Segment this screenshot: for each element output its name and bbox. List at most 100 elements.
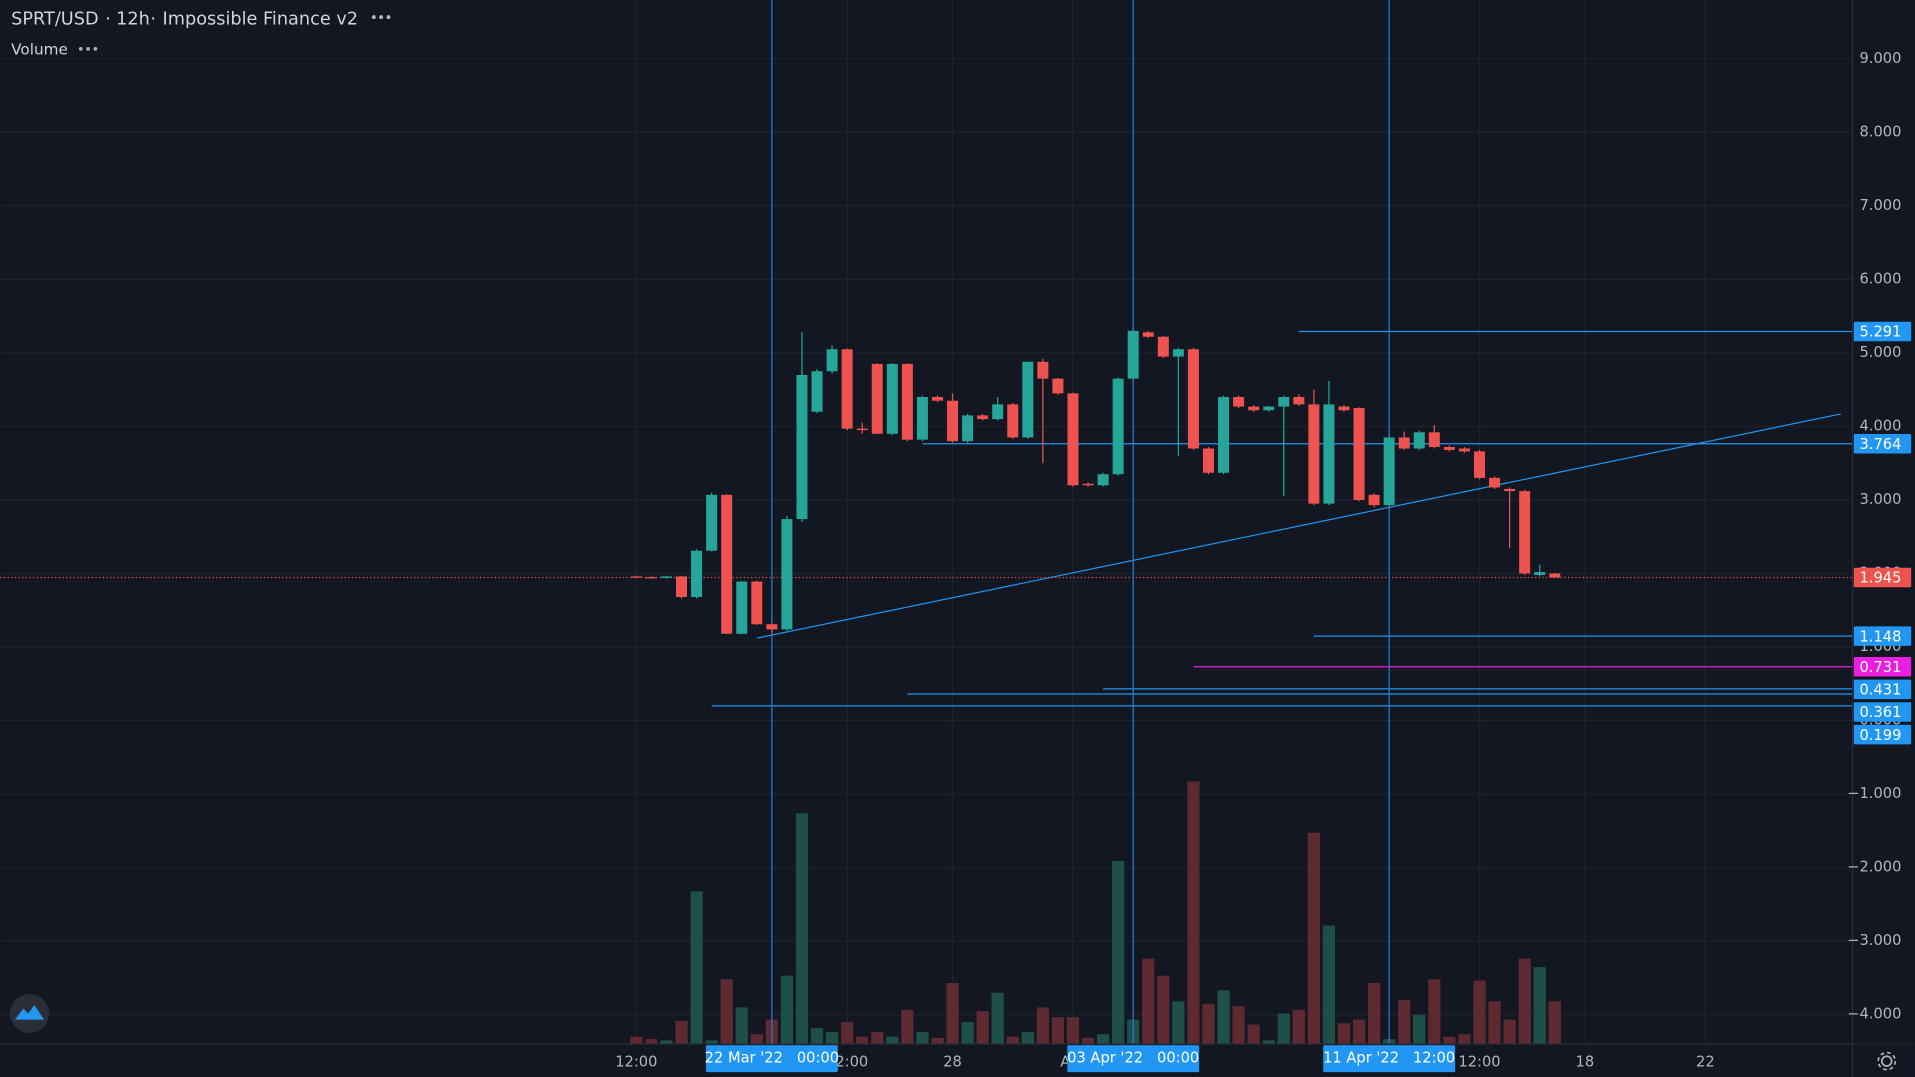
candle-body bbox=[1172, 349, 1184, 357]
x-tick-label: 28 bbox=[943, 1053, 962, 1070]
volume-bar bbox=[1352, 1019, 1366, 1045]
volume-bar bbox=[1232, 1006, 1245, 1045]
logo[interactable] bbox=[9, 993, 50, 1034]
separator: · bbox=[150, 10, 156, 30]
volume-bar bbox=[690, 891, 703, 1045]
candle-body bbox=[1022, 361, 1034, 438]
y-tick-label: −2.000 bbox=[1847, 859, 1901, 876]
price-tag-label: 0.431 bbox=[1859, 682, 1901, 699]
candle-body bbox=[1202, 448, 1214, 473]
last-price-label: 1.945 bbox=[1859, 570, 1901, 587]
candle-body bbox=[1443, 447, 1455, 450]
candle-body bbox=[676, 576, 688, 598]
candle-body bbox=[901, 363, 913, 440]
time-tag bbox=[705, 1045, 838, 1073]
candles bbox=[630, 329, 1561, 635]
volume-bar bbox=[871, 1031, 884, 1045]
price-tag-label: 5.291 bbox=[1859, 324, 1901, 341]
x-tick-label: 22 bbox=[1696, 1053, 1715, 1070]
volume-bar bbox=[720, 979, 733, 1045]
volume-bar bbox=[1202, 1003, 1215, 1045]
price-tag-label: 3.764 bbox=[1859, 436, 1901, 453]
y-tick-label: 5.000 bbox=[1859, 344, 1901, 361]
settings-button[interactable] bbox=[1877, 1051, 1897, 1071]
more-button[interactable] bbox=[78, 47, 98, 51]
candle-body bbox=[947, 400, 959, 442]
volume-bar bbox=[1066, 1017, 1080, 1045]
candle-body bbox=[1534, 572, 1546, 575]
volume-bar bbox=[841, 1022, 854, 1045]
exchange: Impossible Finance v2 bbox=[163, 10, 359, 30]
candle-body bbox=[962, 415, 974, 442]
candle-body bbox=[1398, 437, 1410, 449]
volume-bar bbox=[645, 1039, 658, 1045]
volume-bar bbox=[630, 1036, 643, 1045]
symbol: SPRT/USD bbox=[11, 10, 98, 30]
candle-body bbox=[871, 363, 883, 434]
volume-bar bbox=[991, 992, 1004, 1045]
volume-bar bbox=[1322, 925, 1336, 1045]
volume-bar bbox=[1157, 975, 1170, 1045]
volume-bar bbox=[1051, 1017, 1065, 1045]
candle-body bbox=[736, 581, 748, 634]
volume-bar bbox=[1217, 990, 1230, 1045]
volume-bar bbox=[795, 813, 809, 1045]
candle-body bbox=[1007, 404, 1019, 438]
volume-bar bbox=[931, 1037, 944, 1045]
candle-body bbox=[1218, 397, 1230, 473]
volume-bar bbox=[1172, 1001, 1185, 1045]
y-tick-label: 7.000 bbox=[1859, 197, 1901, 214]
volume-bar bbox=[856, 1036, 869, 1045]
volume-bar bbox=[825, 1031, 839, 1045]
price-tag-label: 0.199 bbox=[1859, 727, 1901, 744]
price-tag bbox=[1853, 321, 1912, 342]
candle-body bbox=[1473, 451, 1485, 478]
candle-body bbox=[1519, 491, 1531, 574]
price-tag bbox=[1853, 626, 1912, 646]
volume-bar bbox=[961, 1022, 974, 1045]
candle-body bbox=[1458, 448, 1470, 452]
candle-body bbox=[1052, 378, 1064, 394]
candle-body bbox=[721, 494, 733, 634]
time-tag bbox=[1067, 1045, 1200, 1073]
volume-bar bbox=[810, 1028, 824, 1045]
volume-bar bbox=[1473, 980, 1486, 1045]
y-tick-label: 8.000 bbox=[1859, 123, 1901, 140]
candle-body bbox=[1308, 404, 1320, 504]
volume-bar bbox=[1277, 1013, 1290, 1045]
volume-bar bbox=[1398, 1000, 1411, 1045]
trend-line bbox=[756, 413, 1841, 639]
volume-bar bbox=[1292, 1009, 1305, 1045]
volume-bar bbox=[1187, 781, 1200, 1045]
candle-body bbox=[1368, 494, 1380, 506]
y-tick-label: −3.000 bbox=[1847, 932, 1901, 949]
price-tag bbox=[1853, 434, 1912, 454]
volume-bar bbox=[1458, 1034, 1471, 1045]
volume-bar bbox=[1262, 1040, 1275, 1045]
candle-body bbox=[1067, 393, 1079, 486]
candle-body bbox=[931, 397, 943, 401]
candle-body bbox=[1278, 397, 1290, 407]
candle-body bbox=[1504, 488, 1516, 492]
volume-bar bbox=[886, 1036, 899, 1045]
volume-pane bbox=[630, 781, 1561, 1045]
candle-body bbox=[916, 397, 928, 440]
candle-body bbox=[1323, 404, 1335, 504]
volume-bar bbox=[660, 1040, 673, 1045]
price-tag bbox=[1853, 657, 1912, 677]
candle-body bbox=[1428, 432, 1440, 448]
more-button[interactable] bbox=[371, 15, 391, 20]
volume-bar bbox=[916, 1031, 929, 1045]
candle-body bbox=[826, 349, 838, 372]
volume-bar bbox=[1413, 1014, 1426, 1045]
candle-body bbox=[1112, 378, 1124, 475]
volume-bar bbox=[1021, 1031, 1034, 1045]
price-tag bbox=[1853, 724, 1912, 745]
candle-body bbox=[977, 415, 989, 420]
candle-body bbox=[1187, 349, 1199, 449]
candle-body bbox=[841, 349, 853, 429]
volume-bar bbox=[1503, 1019, 1516, 1045]
